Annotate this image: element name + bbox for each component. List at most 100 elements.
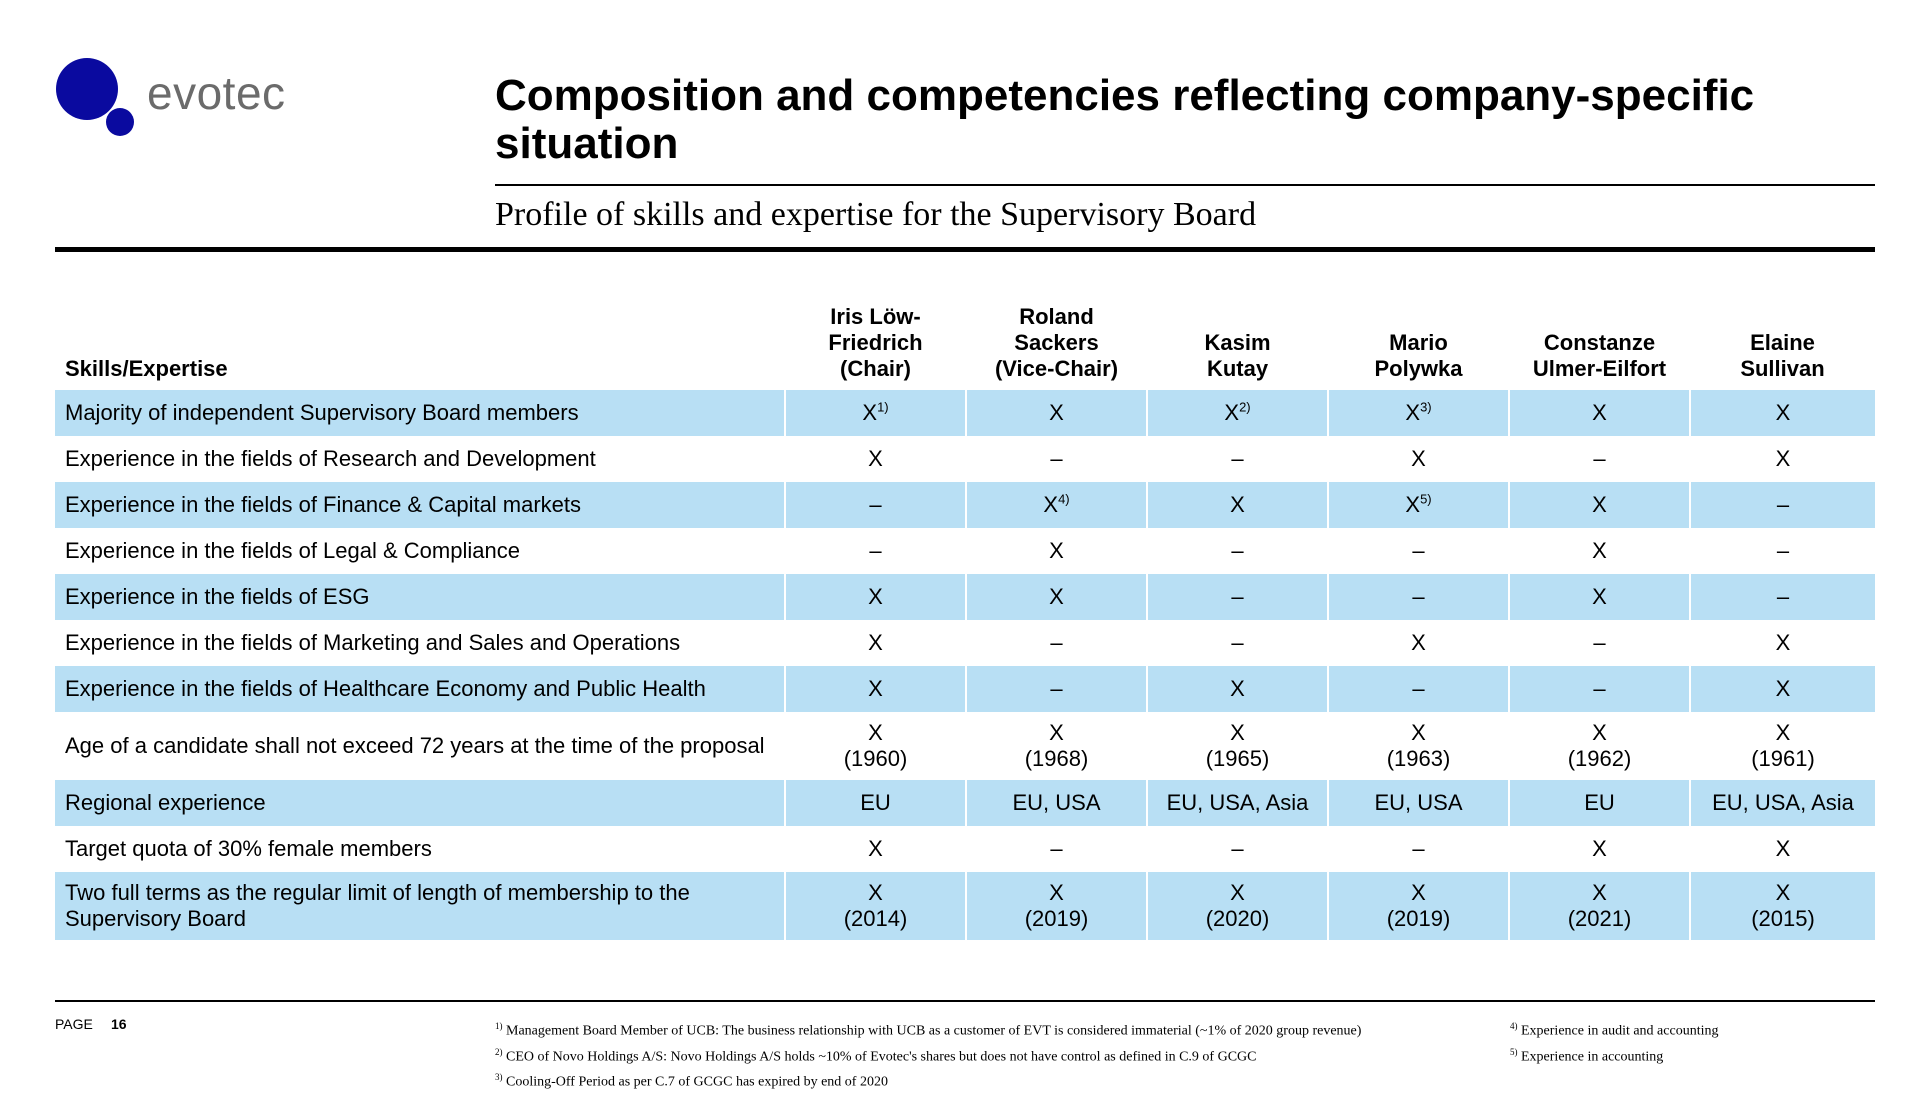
footnote-mark: 2) <box>495 1046 503 1057</box>
row-value-cell: X (2014) <box>784 872 966 940</box>
row-value-cell: – <box>965 826 1147 872</box>
table-row: Experience in the fields of Healthcare E… <box>55 666 1875 712</box>
row-value-cell: X <box>784 826 966 872</box>
footnote-marker: 2) <box>1239 399 1251 415</box>
cell-value: X <box>1592 836 1607 861</box>
table-row: Experience in the fields of Research and… <box>55 436 1875 482</box>
cell-value: EU <box>860 790 891 815</box>
cell-value: (1963) <box>1386 746 1451 771</box>
cell-value: – <box>1776 538 1790 563</box>
table-row: Experience in the fields of ESG X X – – X – <box>55 574 1875 620</box>
row-value-cell: – <box>965 620 1147 666</box>
cell-value: (2019) <box>1386 906 1451 931</box>
cell-value: X <box>1775 836 1791 861</box>
cell-value: – <box>1776 584 1790 609</box>
row-value-cell: – <box>1689 482 1875 528</box>
cell-value: X <box>1049 538 1064 563</box>
row-value-cell: X (1961) <box>1689 712 1875 780</box>
table-row: Two full terms as the regular limit of l… <box>55 872 1875 940</box>
row-value-cell: – <box>1146 574 1328 620</box>
footnote: 1) Management Board Member of UCB: The b… <box>495 1016 1495 1042</box>
row-value-cell: EU, USA <box>965 780 1147 826</box>
cell-value: (2015) <box>1751 906 1815 931</box>
cell-value: X <box>868 836 883 861</box>
cell-value: X <box>868 630 883 655</box>
row-label: Target quota of 30% female members <box>65 836 432 861</box>
table-row: Experience in the fields of Marketing an… <box>55 620 1875 666</box>
cell-value: X <box>862 400 878 425</box>
evotec-logo: evotec <box>52 54 292 144</box>
footnote-mark: 1) <box>495 1021 503 1031</box>
header-member: Constanze Ulmer-Eilfort <box>1509 270 1690 390</box>
footnote-mark: 4) <box>1510 1021 1518 1031</box>
row-label: Majority of independent Supervisory Boar… <box>55 390 785 436</box>
row-value-cell: – <box>784 482 966 528</box>
header-member: Kasim Kutay <box>1147 270 1328 390</box>
cell-value: X <box>1411 880 1426 905</box>
footnote-marker: 3) <box>1420 399 1432 415</box>
row-value-cell: X <box>1689 390 1875 436</box>
row-value-cell: X <box>1689 826 1875 872</box>
cell-value: X <box>1043 492 1059 517</box>
cell-value: (2021) <box>1567 906 1632 931</box>
row-value-cell: X <box>965 574 1147 620</box>
cell-value: – <box>1776 492 1790 517</box>
page-label: PAGE <box>55 1016 93 1032</box>
cell-value: X <box>1049 584 1064 609</box>
cell-value: X <box>868 676 883 701</box>
footnote-mark: 3) <box>495 1072 503 1083</box>
row-value-cell: X <box>965 390 1147 436</box>
row-value-cell: X <box>1146 482 1328 528</box>
row-label: Experience in the fields of Legal & Comp… <box>65 538 520 563</box>
header-member: Elaine Sullivan <box>1690 270 1875 390</box>
footer-divider <box>55 1000 1875 1002</box>
row-value-cell: X <box>784 436 966 482</box>
row-value-cell: X (1965) <box>1146 712 1328 780</box>
cell-value: X <box>1775 880 1791 905</box>
cell-value: EU, USA <box>1012 790 1101 815</box>
cell-value: – <box>1412 584 1425 609</box>
row-value-cell: X5) <box>1327 482 1509 528</box>
page-title: Composition and competencies reflecting … <box>495 71 1755 168</box>
cell-value: – <box>1593 446 1606 471</box>
member-name-line: Polywka <box>1374 356 1463 381</box>
row-label: Experience in the fields of Research and… <box>65 446 596 471</box>
footnote: 5) Experience in accounting <box>1510 1042 1870 1068</box>
member-name-line: Kutay <box>1206 356 1269 381</box>
row-value-cell: – <box>1146 528 1328 574</box>
cell-value: X <box>868 720 883 745</box>
footnote-text: Management Board Member of UCB: The busi… <box>506 1023 1362 1039</box>
row-value-cell: X1) <box>784 390 966 436</box>
member-name-line: Constanze <box>1543 330 1656 355</box>
cell-value: X <box>868 446 883 471</box>
cell-value: EU, USA, Asia <box>1166 790 1309 815</box>
row-value-cell: – <box>1508 620 1690 666</box>
cell-value: (2020) <box>1205 906 1270 931</box>
cell-value: X <box>1775 446 1791 471</box>
header-member: Mario Polywka <box>1328 270 1509 390</box>
footnote: 4) Experience in audit and accounting <box>1510 1016 1870 1042</box>
row-value-cell: X <box>1508 482 1690 528</box>
row-value-cell: EU, USA <box>1327 780 1509 826</box>
row-value-cell: – <box>1508 666 1690 712</box>
member-name-line: Elaine <box>1750 330 1815 355</box>
cell-value: – <box>1050 676 1063 701</box>
member-name-line: Sackers <box>1014 330 1099 355</box>
cell-value: – <box>1231 538 1244 563</box>
cell-value: X <box>1592 584 1607 609</box>
row-value-cell: – <box>1146 620 1328 666</box>
row-value-cell: EU <box>784 780 966 826</box>
cell-value: X <box>868 584 883 609</box>
row-value-cell: X (1963) <box>1327 712 1509 780</box>
row-value-cell: X <box>1508 574 1690 620</box>
row-label: Experience in the fields of ESG <box>55 574 785 620</box>
cell-value: EU, USA, Asia <box>1712 790 1854 815</box>
cell-value: X <box>1049 400 1064 425</box>
row-value-cell: X <box>784 574 966 620</box>
row-value-cell: X <box>1327 620 1509 666</box>
table-row: Experience in the fields of Legal & Comp… <box>55 528 1875 574</box>
cell-value: X <box>1411 446 1426 471</box>
cell-value: X <box>1592 538 1607 563</box>
cell-value: X <box>1224 400 1240 425</box>
table-row: Target quota of 30% female members X – – – X X <box>55 826 1875 872</box>
